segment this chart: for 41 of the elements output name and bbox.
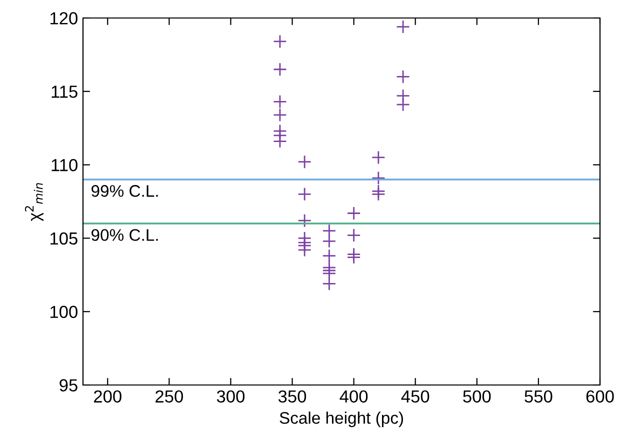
x-tick-label: 600 [586,390,614,403]
point [298,243,312,257]
point [396,20,410,34]
y-tick-label: 105 [50,232,78,245]
x-tick-label: 450 [401,390,430,403]
point [322,234,336,248]
point [346,206,361,220]
point [371,187,386,202]
point [322,276,336,291]
point [273,34,287,48]
x-tick-label: 400 [340,390,368,403]
point [298,154,312,169]
x-tick-label: 350 [278,390,306,403]
point [273,94,287,109]
y-tick-label: 115 [52,86,78,98]
point [298,214,312,228]
point [396,70,410,84]
x-tick-label: 550 [524,390,552,403]
point [322,224,336,238]
x-tick-label: 500 [463,390,491,403]
point [371,171,386,185]
x-tick-label: 300 [216,390,245,403]
y-tick-label: 110 [52,158,78,172]
point [273,108,287,122]
point [322,248,336,263]
point [371,150,386,164]
point [346,250,361,264]
ref-line-label: 99% C.L. [92,185,158,197]
y-tick-label: 100 [50,306,78,318]
x-tick-label: 200 [94,390,122,403]
point [273,134,287,148]
y-tick-label: 95 [60,379,78,392]
y-axis-title: χ$^{2}$$_{min}$ [24,183,44,222]
point [396,98,410,112]
ref-line-label: 90% C.L. [92,229,158,241]
y-tick-label: 120 [50,12,78,24]
point [273,62,287,76]
x-tick-label: 250 [156,390,183,403]
point [298,187,312,202]
x-axis-title: Scale height (pc) [280,412,403,428]
point [346,228,361,242]
